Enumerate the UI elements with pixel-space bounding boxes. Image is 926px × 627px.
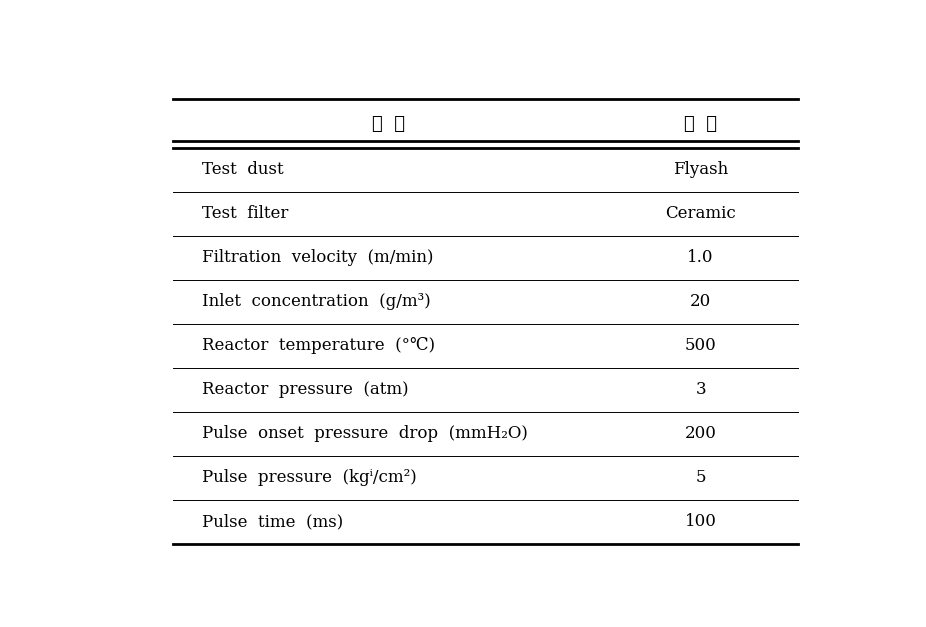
- Text: Pulse  time  (ms): Pulse time (ms): [202, 513, 344, 530]
- Text: Reactor  temperature  (°℃): Reactor temperature (°℃): [202, 337, 435, 354]
- Text: Ceramic: Ceramic: [665, 205, 736, 222]
- Text: Reactor  pressure  (atm): Reactor pressure (atm): [202, 381, 408, 398]
- Text: Pulse  pressure  (kgⁱ/cm²): Pulse pressure (kgⁱ/cm²): [202, 469, 417, 486]
- Text: Test  filter: Test filter: [202, 205, 288, 222]
- Text: Inlet  concentration  (g/m³): Inlet concentration (g/m³): [202, 293, 431, 310]
- Text: Pulse  onset  pressure  drop  (mmH₂O): Pulse onset pressure drop (mmH₂O): [202, 425, 528, 442]
- Text: 5: 5: [695, 469, 706, 486]
- Text: 조  건: 조 건: [684, 115, 717, 132]
- Text: 구  분: 구 분: [372, 115, 405, 132]
- Text: 500: 500: [684, 337, 717, 354]
- Text: 100: 100: [684, 513, 717, 530]
- Text: 200: 200: [684, 425, 717, 442]
- Text: 20: 20: [690, 293, 711, 310]
- Text: 1.0: 1.0: [687, 249, 714, 266]
- Text: Flyash: Flyash: [673, 161, 728, 178]
- Text: Test  dust: Test dust: [202, 161, 283, 178]
- Text: 3: 3: [695, 381, 706, 398]
- Text: Filtration  velocity  (m/min): Filtration velocity (m/min): [202, 249, 433, 266]
